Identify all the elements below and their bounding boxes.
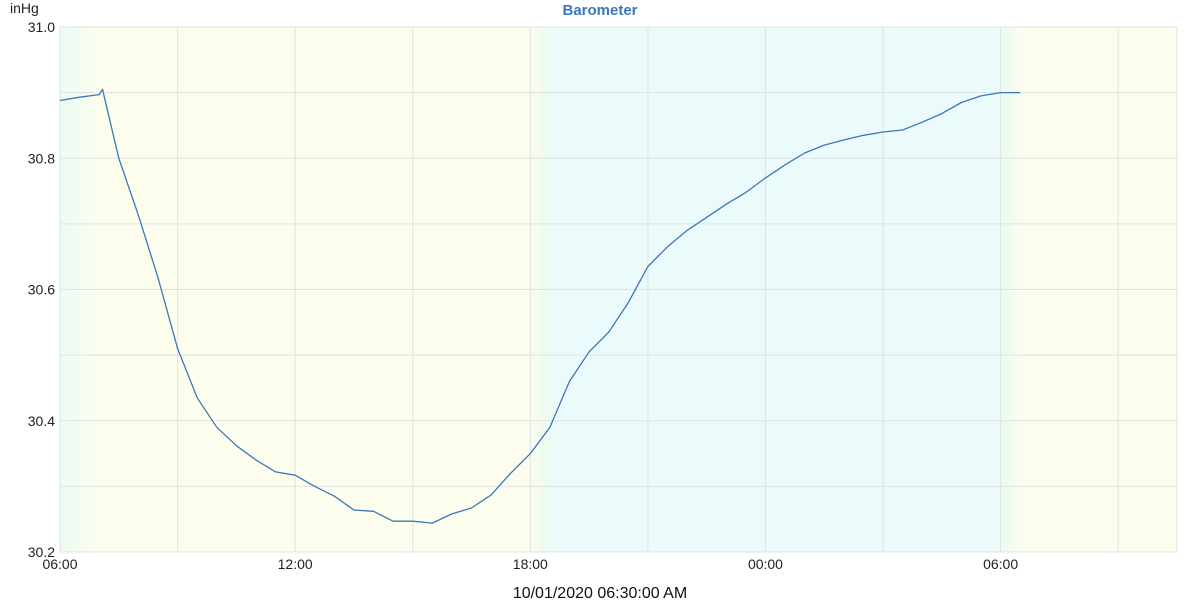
chart-timestamp: 10/01/2020 06:30:00 AM: [513, 585, 687, 600]
y-tick-label: 31.0: [28, 19, 55, 35]
y-tick-label: 30.4: [28, 413, 55, 429]
plot-border: [59, 26, 1178, 553]
y-tick-label: 30.8: [28, 150, 55, 166]
plot-frame: [59, 26, 1178, 553]
x-tick-label: 18:00: [513, 556, 548, 572]
chart-title: Barometer: [562, 2, 637, 19]
y-axis-unit-label: inHg: [10, 0, 39, 16]
x-tick-label: 00:00: [748, 556, 783, 572]
x-axis-ticks: 06:00 12:00 18:00 00:00 06:00: [42, 556, 1018, 572]
x-tick-label: 06:00: [983, 556, 1018, 572]
x-tick-label: 12:00: [278, 556, 313, 572]
series-group: [59, 88, 1021, 524]
barometer-series-line: [59, 88, 1021, 524]
y-tick-label: 30.6: [28, 282, 55, 298]
y-tick-label: 30.2: [28, 544, 55, 560]
x-tick-label: 06:00: [42, 556, 77, 572]
y-axis-ticks: 30.2 30.4 30.6 30.8 31.0: [28, 19, 55, 560]
